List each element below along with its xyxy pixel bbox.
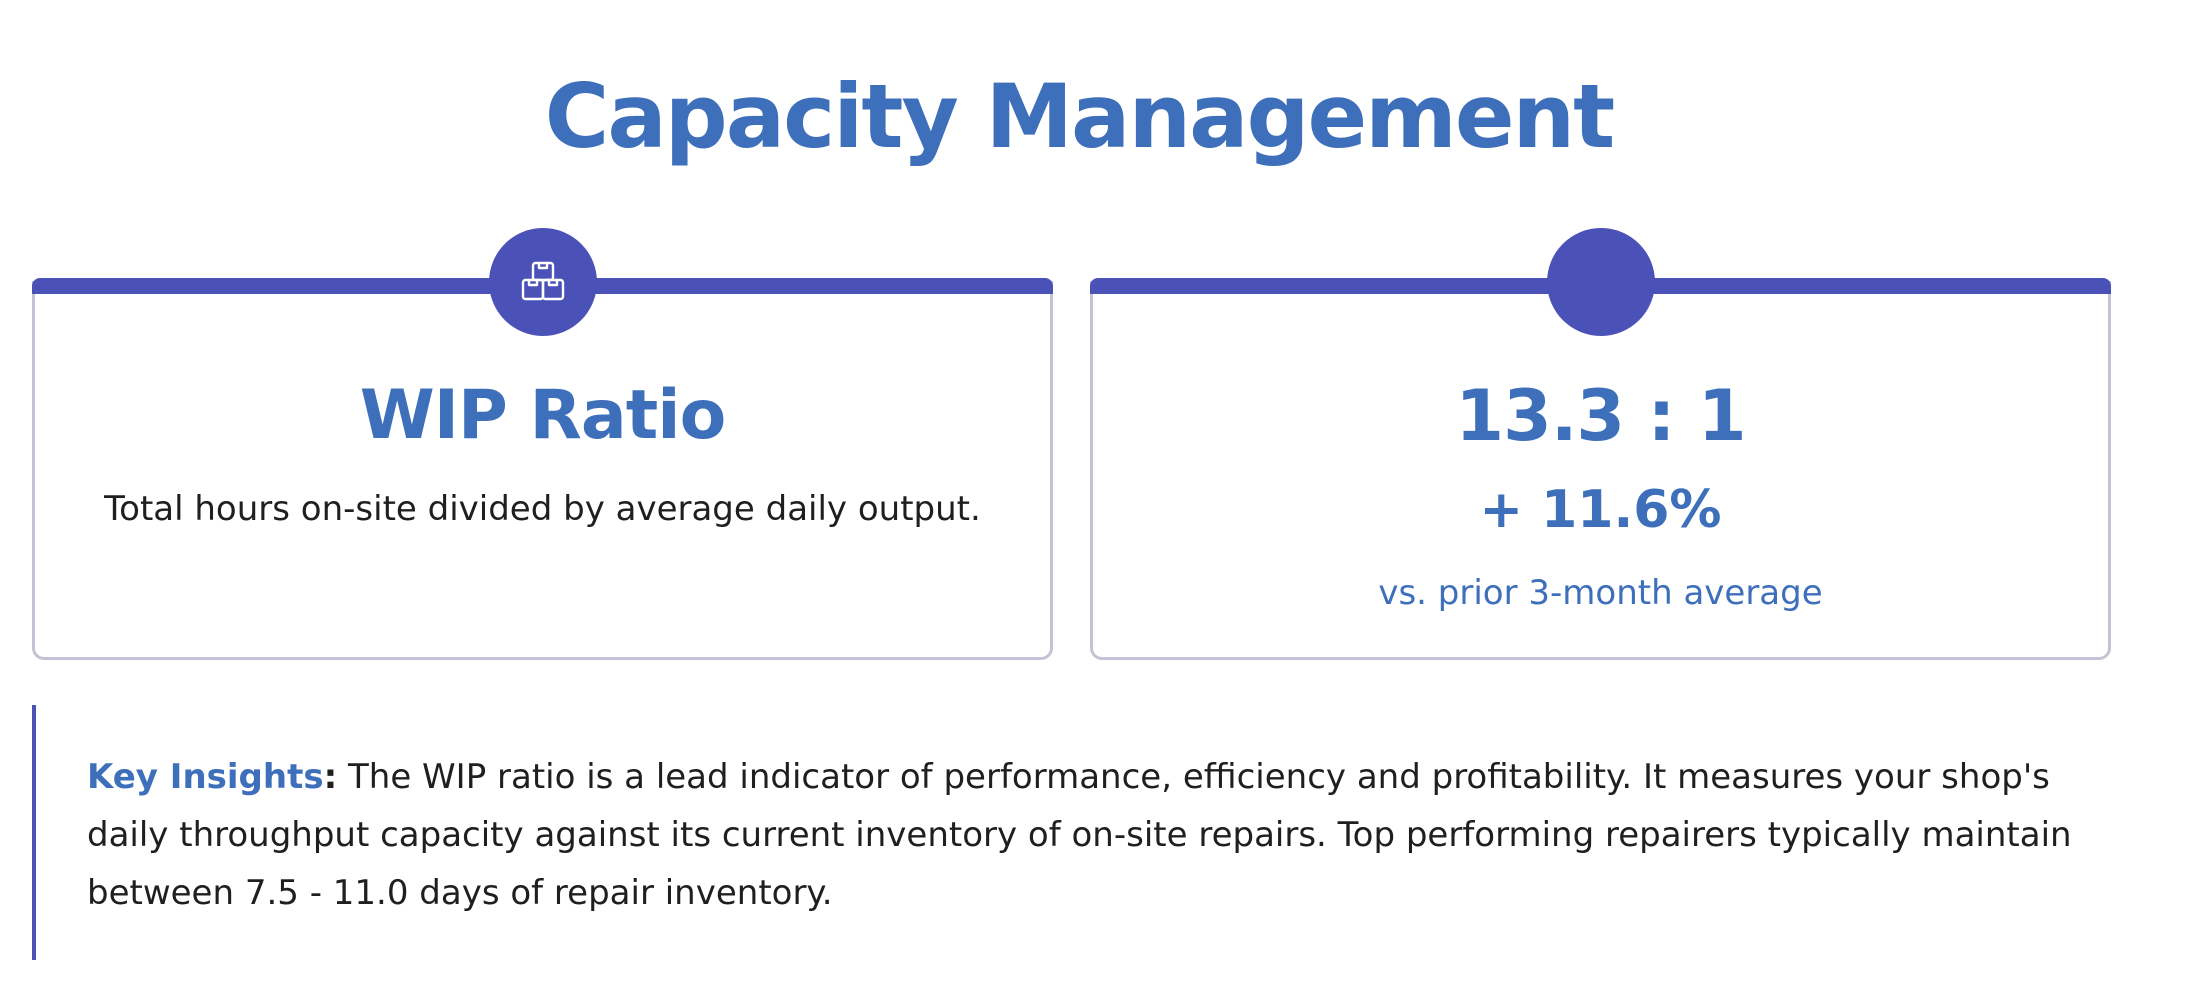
- key-insights-text: The WIP ratio is a lead indicator of per…: [87, 757, 2072, 913]
- key-insights-colon: :: [323, 757, 338, 797]
- wip-ratio-card: WIP Ratio Total hours on-site divided by…: [32, 278, 1053, 660]
- wip-ratio-description: Total hours on-site divided by average d…: [104, 489, 981, 529]
- change-caption: vs. prior 3-month average: [1378, 573, 1823, 613]
- change-percentage: + 11.6%: [1479, 480, 1722, 540]
- value-indicator-circle: [1547, 228, 1655, 336]
- page-title: Capacity Management: [544, 65, 1616, 168]
- ratio-value: 13.3 : 1: [1455, 375, 1746, 457]
- key-insights-label: Key Insights: [87, 757, 324, 797]
- key-insights-callout: Key Insights: The WIP ratio is a lead in…: [32, 705, 2122, 960]
- wip-ratio-title: WIP Ratio: [359, 376, 727, 455]
- wip-ratio-value-card: 13.3 : 1 + 11.6% vs. prior 3-month avera…: [1090, 278, 2111, 660]
- boxes-icon: [489, 228, 597, 336]
